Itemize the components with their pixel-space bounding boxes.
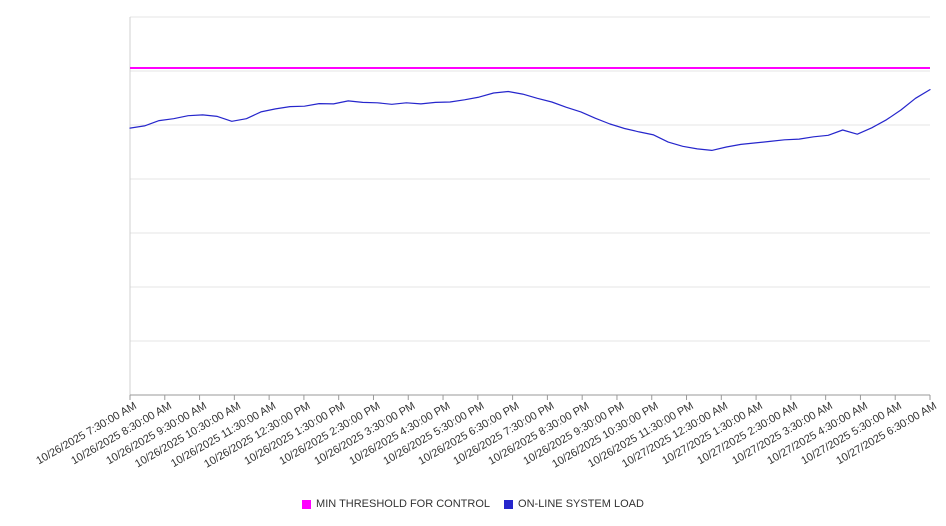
series-line <box>129 88 931 151</box>
legend-label: MIN THRESHOLD FOR CONTROL <box>316 498 491 510</box>
legend-label: ON-LINE SYSTEM LOAD <box>518 498 644 510</box>
legend-swatch <box>302 499 312 509</box>
legend-item[interactable]: ON-LINE SYSTEM LOAD <box>504 498 644 510</box>
legend-item[interactable]: MIN THRESHOLD FOR CONTROL <box>302 498 490 510</box>
chart-legend: MIN THRESHOLD FOR CONTROL ON-LINE SYSTEM … <box>0 498 946 510</box>
legend-swatch <box>504 499 514 509</box>
